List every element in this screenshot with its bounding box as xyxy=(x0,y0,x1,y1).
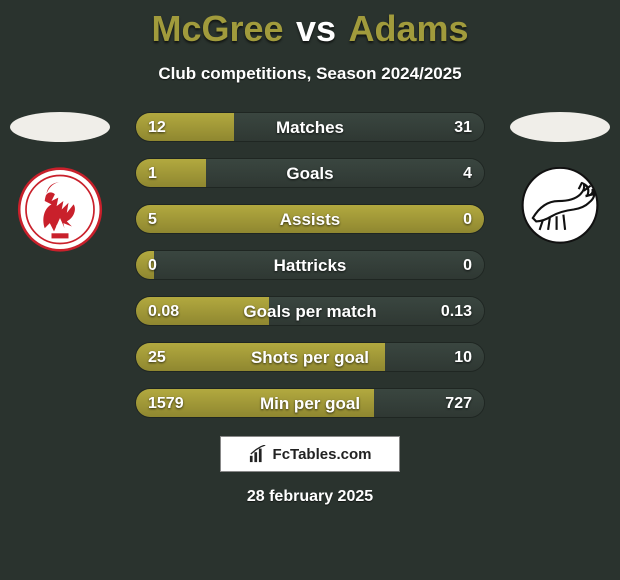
stat-value-left: 12 xyxy=(148,113,166,142)
derby-county-crest-icon xyxy=(510,167,610,252)
stat-value-left: 0.08 xyxy=(148,297,179,326)
stat-label: Goals per match xyxy=(136,297,484,326)
title-row: McGree vs Adams xyxy=(0,0,620,50)
stat-value-right: 31 xyxy=(454,113,472,142)
title-vs: vs xyxy=(296,8,336,50)
stat-value-right: 727 xyxy=(445,389,472,418)
stat-value-left: 5 xyxy=(148,205,157,234)
comparison-content: Matches1231Goals14Assists50Hattricks00Go… xyxy=(0,112,620,418)
crest-left xyxy=(10,167,110,252)
stat-row: Goals per match0.08 0.13 xyxy=(135,296,485,326)
stat-value-left: 0 xyxy=(148,251,157,280)
stat-value-left: 25 xyxy=(148,343,166,372)
stat-value-left: 1 xyxy=(148,159,157,188)
subtitle: Club competitions, Season 2024/2025 xyxy=(0,64,620,84)
stat-value-right: 10 xyxy=(454,343,472,372)
stat-row: Goals1 4 xyxy=(135,158,485,188)
stat-value-right: 0 xyxy=(463,205,472,234)
footer-brand-text: FcTables.com xyxy=(273,446,372,463)
stat-label: Goals xyxy=(136,159,484,188)
title-player-right: Adams xyxy=(348,8,468,50)
stat-value-right: 4 xyxy=(463,159,472,188)
avatar-left-placeholder xyxy=(10,112,110,142)
stat-row: Shots per goal25 10 xyxy=(135,342,485,372)
stat-label: Hattricks xyxy=(136,251,484,280)
stat-label: Matches xyxy=(136,113,484,142)
stat-bars-container: Matches1231Goals14Assists50Hattricks00Go… xyxy=(135,112,485,418)
stat-row: Hattricks0 0 xyxy=(135,250,485,280)
stat-row: Min per goal1579 727 xyxy=(135,388,485,418)
crest-right xyxy=(510,167,610,252)
stat-label: Shots per goal xyxy=(136,343,484,372)
footer-brand-badge: FcTables.com xyxy=(220,436,400,472)
stat-label: Min per goal xyxy=(136,389,484,418)
stat-row: Assists5 0 xyxy=(135,204,485,234)
stat-value-right: 0.13 xyxy=(441,297,472,326)
stat-value-right: 0 xyxy=(463,251,472,280)
stat-row: Matches12 31 xyxy=(135,112,485,142)
stat-value-left: 1579 xyxy=(148,389,184,418)
middlesbrough-crest-icon xyxy=(10,167,110,252)
footer-date: 28 february 2025 xyxy=(0,488,620,506)
stat-label: Assists xyxy=(136,205,484,234)
title-player-left: McGree xyxy=(151,8,283,50)
fctables-chart-icon xyxy=(249,445,267,463)
avatar-right-placeholder xyxy=(510,112,610,142)
